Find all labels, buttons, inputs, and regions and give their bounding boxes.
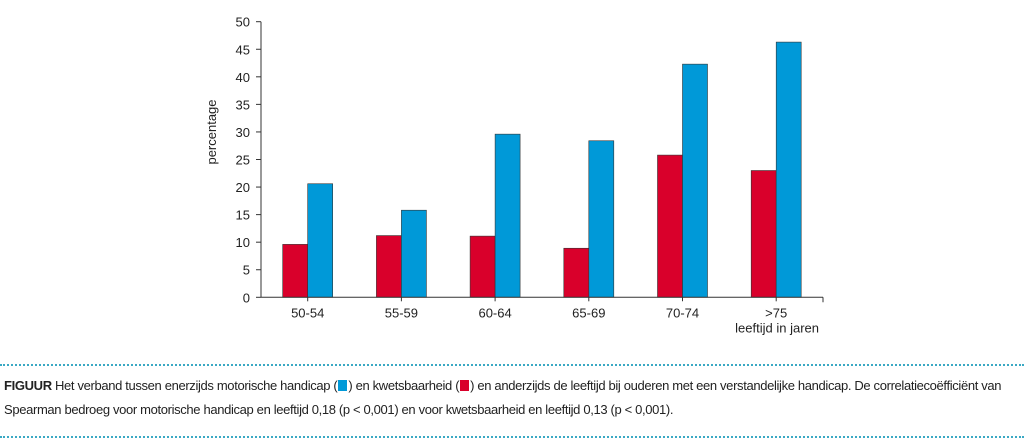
y-tick-label: 25: [236, 153, 250, 168]
bar-red: [563, 247, 590, 298]
bar-blue: [307, 183, 334, 298]
bar-red: [376, 235, 402, 298]
y-tick-label: 45: [236, 42, 250, 57]
caption-text-2: ) en kwetsbaarheid (: [348, 378, 460, 393]
x-axis-label: leeftijd in jaren: [735, 320, 819, 335]
x-tick-label: 65-69: [572, 305, 605, 320]
y-tick-label: 40: [236, 70, 250, 85]
y-tick-label: 5: [243, 263, 250, 278]
bar-red: [282, 244, 309, 298]
x-tick-label: >75: [765, 305, 787, 320]
x-tick-label: 70-74: [666, 305, 699, 320]
divider-bottom: [0, 436, 1024, 438]
y-tick-label: 20: [236, 180, 250, 195]
x-tick-label: 55-59: [385, 305, 418, 320]
divider-top: [0, 364, 1024, 366]
x-tick-label: 60-64: [478, 305, 511, 320]
y-tick-label: 30: [236, 125, 250, 140]
bar-blue: [494, 133, 521, 298]
y-tick-label: 10: [236, 235, 250, 250]
figure-caption: FIGUUR Het verband tussen enerzijds moto…: [4, 374, 1019, 422]
legend-swatch-blue: [338, 380, 348, 391]
y-tick-label: 50: [236, 15, 250, 30]
y-axis-label: percentage: [204, 99, 219, 164]
legend-swatch-red: [460, 380, 470, 391]
bar-chart: 50-54 55-59 60-64 65-69 70-74 >75 0 5 10 15 20 25 30…: [204, 15, 824, 335]
caption-text-3: ) en anderzijds de leeftijd bij ouderen …: [4, 378, 1002, 417]
bar-red: [750, 170, 777, 298]
y-tick-label: 15: [236, 208, 250, 223]
y-tick-label: 0: [243, 290, 250, 305]
bar-blue: [682, 63, 708, 298]
bar-blue: [588, 140, 615, 298]
caption-text-1: Het verband tussen enerzijds motorische …: [51, 378, 338, 393]
bar-blue: [401, 209, 427, 298]
caption-label: FIGUUR: [4, 378, 52, 393]
bar-blue: [775, 41, 802, 298]
x-tick-label: 50-54: [291, 305, 324, 320]
y-tick-label: 35: [236, 97, 250, 112]
bar-red: [469, 235, 496, 298]
bar-red: [657, 154, 683, 298]
